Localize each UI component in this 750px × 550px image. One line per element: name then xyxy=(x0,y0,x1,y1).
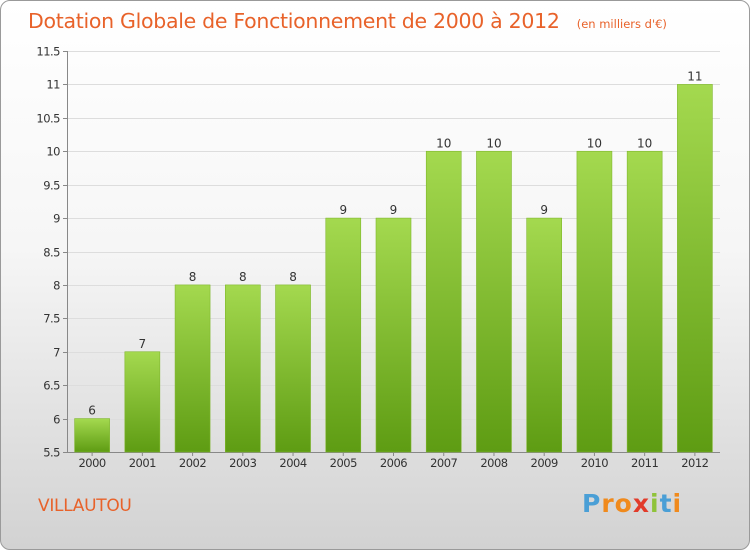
y-tick-label: 9.5 xyxy=(43,179,60,193)
brand-logo[interactable]: Proxiti xyxy=(582,489,682,518)
y-tick-label: 8 xyxy=(53,279,60,293)
bar xyxy=(124,351,161,453)
y-tick-label: 5.5 xyxy=(43,446,60,460)
bar xyxy=(677,84,713,453)
x-tick-label: 2010 xyxy=(581,456,608,470)
x-tick-label: 2006 xyxy=(380,456,407,470)
data-label: 11 xyxy=(687,69,702,83)
chart-subtitle: (en milliers d'€) xyxy=(576,17,667,31)
x-tick-label: 2002 xyxy=(179,456,206,470)
bar xyxy=(225,284,261,453)
bar xyxy=(275,284,311,453)
bar xyxy=(576,150,613,453)
data-label: 7 xyxy=(139,337,147,351)
bar xyxy=(526,217,562,453)
bar xyxy=(626,150,663,453)
bar xyxy=(74,418,110,453)
brand-letter: P xyxy=(582,489,602,518)
y-tick-label: 10.5 xyxy=(36,112,60,126)
bar xyxy=(325,217,362,453)
brand-letter: i xyxy=(672,489,683,518)
data-label: 6 xyxy=(88,404,96,418)
data-label: 8 xyxy=(289,270,297,284)
data-label: 10 xyxy=(436,136,451,150)
commune-name: VILLAUTOU xyxy=(38,496,132,516)
chart-title: Dotation Globale de Fonctionnement de 20… xyxy=(28,9,560,33)
x-tick-label: 2009 xyxy=(531,456,558,470)
brand-letter: x xyxy=(632,489,650,518)
data-label: 9 xyxy=(390,203,398,217)
x-tick-label: 2007 xyxy=(430,456,457,470)
labels: 5.5 6 6.5 7 7.5 8 8.5 9 9.5 10 10.5 11 11.5 2000 6 2001… xyxy=(36,45,709,471)
x-tick-label: 2004 xyxy=(279,456,306,470)
title-row: Dotation Globale de Fonctionnement de 20… xyxy=(28,9,667,33)
y-tick-label: 9 xyxy=(53,212,60,226)
data-label: 9 xyxy=(339,203,347,217)
y-tick-label: 11.5 xyxy=(36,45,60,59)
brand-letter: r xyxy=(601,489,615,518)
y-tick-label: 10 xyxy=(46,145,60,159)
x-tick-label: 2003 xyxy=(229,456,256,470)
data-label: 10 xyxy=(637,136,652,150)
data-label: 10 xyxy=(587,136,602,150)
x-tick-label: 2008 xyxy=(480,456,507,470)
x-tick-label: 2000 xyxy=(78,456,105,470)
y-tick-label: 7.5 xyxy=(43,312,60,326)
data-label: 8 xyxy=(189,270,197,284)
brand-letter: o xyxy=(614,489,633,518)
bar xyxy=(375,217,412,453)
x-tick-label: 2005 xyxy=(330,456,357,470)
brand-letter: t xyxy=(659,489,673,518)
y-tick-label: 6.5 xyxy=(43,379,60,393)
bar xyxy=(425,150,462,453)
y-tick-label: 6 xyxy=(53,413,60,427)
x-tick-label: 2001 xyxy=(129,456,156,470)
bar xyxy=(476,150,512,453)
data-label: 8 xyxy=(239,270,247,284)
bars xyxy=(74,84,713,453)
x-tick-label: 2011 xyxy=(631,456,658,470)
y-tick-label: 11 xyxy=(46,78,60,92)
bar xyxy=(174,284,211,453)
brand-letter: i xyxy=(650,489,660,518)
y-tick-label: 7 xyxy=(53,346,60,360)
axes xyxy=(63,51,720,456)
data-label: 10 xyxy=(486,136,501,150)
y-tick-label: 8.5 xyxy=(43,246,60,260)
x-tick-label: 2012 xyxy=(681,456,708,470)
data-label: 9 xyxy=(540,203,548,217)
